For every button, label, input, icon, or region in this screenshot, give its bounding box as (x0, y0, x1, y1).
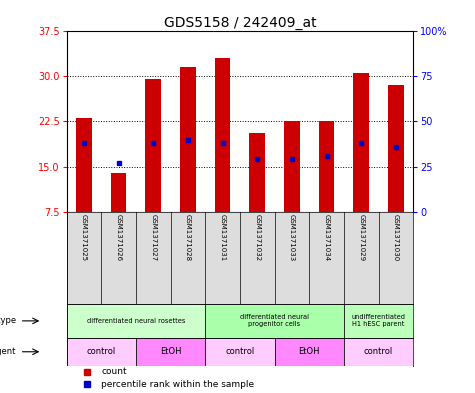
Text: control: control (86, 347, 116, 356)
Text: EtOH: EtOH (298, 347, 320, 356)
Bar (66, 338, 136, 366)
Text: GSM1371034: GSM1371034 (323, 214, 330, 261)
Text: GSM1371032: GSM1371032 (254, 214, 260, 261)
Text: GSM1371027: GSM1371027 (150, 214, 156, 261)
Title: GDS5158 / 242409_at: GDS5158 / 242409_at (163, 17, 316, 30)
Bar (353, 73, 369, 211)
Text: cell type: cell type (0, 316, 16, 325)
Text: GSM1371029: GSM1371029 (358, 214, 364, 261)
Text: GSM1371025: GSM1371025 (81, 214, 87, 261)
Text: GSM1371026: GSM1371026 (115, 214, 122, 261)
Text: GSM1371030: GSM1371030 (393, 214, 399, 262)
Bar (205, 304, 344, 338)
Text: differentiated neural rosettes: differentiated neural rosettes (86, 318, 185, 324)
Bar (111, 173, 126, 211)
Text: control: control (225, 347, 255, 356)
Bar (205, 338, 275, 366)
Bar (319, 121, 334, 211)
Bar (344, 304, 413, 338)
Text: control: control (364, 347, 393, 356)
Bar (180, 68, 196, 211)
Text: agent: agent (0, 347, 16, 356)
Text: undifferentiated
H1 hESC parent: undifferentiated H1 hESC parent (352, 314, 406, 327)
Text: GSM1371031: GSM1371031 (219, 214, 226, 262)
Bar (76, 118, 92, 211)
Bar (275, 338, 344, 366)
Bar (145, 79, 161, 211)
Text: EtOH: EtOH (160, 347, 181, 356)
Bar (284, 121, 300, 211)
Text: GSM1371028: GSM1371028 (185, 214, 191, 261)
Bar (344, 338, 413, 366)
Text: percentile rank within the sample: percentile rank within the sample (101, 380, 254, 389)
Text: GSM1371033: GSM1371033 (289, 214, 295, 262)
Bar (215, 59, 230, 211)
Text: differentiated neural
progenitor cells: differentiated neural progenitor cells (240, 314, 309, 327)
Bar (66, 304, 205, 338)
Bar (136, 338, 205, 366)
Bar (388, 85, 404, 211)
Text: count: count (101, 367, 127, 376)
Bar (249, 134, 265, 211)
